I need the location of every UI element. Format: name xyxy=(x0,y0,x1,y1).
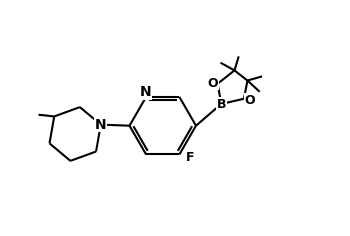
Text: N: N xyxy=(95,118,107,132)
Text: N: N xyxy=(140,85,151,99)
Text: B: B xyxy=(216,97,226,110)
Text: O: O xyxy=(208,77,218,90)
Text: O: O xyxy=(244,94,255,107)
Text: F: F xyxy=(186,151,194,164)
